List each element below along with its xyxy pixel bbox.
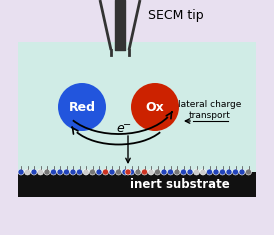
Circle shape xyxy=(122,169,128,175)
Circle shape xyxy=(174,169,180,175)
Circle shape xyxy=(38,169,44,175)
Circle shape xyxy=(31,169,37,175)
Circle shape xyxy=(200,169,206,175)
Circle shape xyxy=(96,169,102,175)
Circle shape xyxy=(58,83,106,131)
Circle shape xyxy=(116,169,121,175)
Circle shape xyxy=(239,169,245,175)
Circle shape xyxy=(131,83,179,131)
Circle shape xyxy=(226,169,232,175)
Circle shape xyxy=(233,169,238,175)
Text: Red: Red xyxy=(68,101,96,114)
Circle shape xyxy=(83,169,89,175)
Text: SECM tip: SECM tip xyxy=(148,8,204,21)
Circle shape xyxy=(109,169,115,175)
Bar xyxy=(18,172,256,197)
Circle shape xyxy=(18,169,24,175)
Bar xyxy=(18,42,256,197)
Text: −: − xyxy=(124,120,132,130)
Circle shape xyxy=(70,169,76,175)
Circle shape xyxy=(207,169,213,175)
Circle shape xyxy=(181,169,187,175)
Circle shape xyxy=(102,169,109,175)
Circle shape xyxy=(64,169,70,175)
Text: Ox: Ox xyxy=(145,101,164,114)
Circle shape xyxy=(193,169,199,175)
Circle shape xyxy=(57,169,63,175)
Circle shape xyxy=(161,169,167,175)
Circle shape xyxy=(129,169,135,175)
Circle shape xyxy=(141,169,147,175)
Circle shape xyxy=(148,169,154,175)
Circle shape xyxy=(167,169,173,175)
Circle shape xyxy=(213,169,219,175)
Circle shape xyxy=(125,169,131,175)
Circle shape xyxy=(246,169,252,175)
Circle shape xyxy=(50,169,56,175)
Text: inert substrate: inert substrate xyxy=(130,178,230,191)
Text: lateral charge
transport: lateral charge transport xyxy=(178,100,242,120)
Circle shape xyxy=(187,169,193,175)
Text: e: e xyxy=(117,122,124,136)
Circle shape xyxy=(24,169,30,175)
Circle shape xyxy=(135,169,141,175)
Circle shape xyxy=(76,169,82,175)
Circle shape xyxy=(90,169,96,175)
Circle shape xyxy=(155,169,161,175)
Circle shape xyxy=(219,169,226,175)
Circle shape xyxy=(44,169,50,175)
